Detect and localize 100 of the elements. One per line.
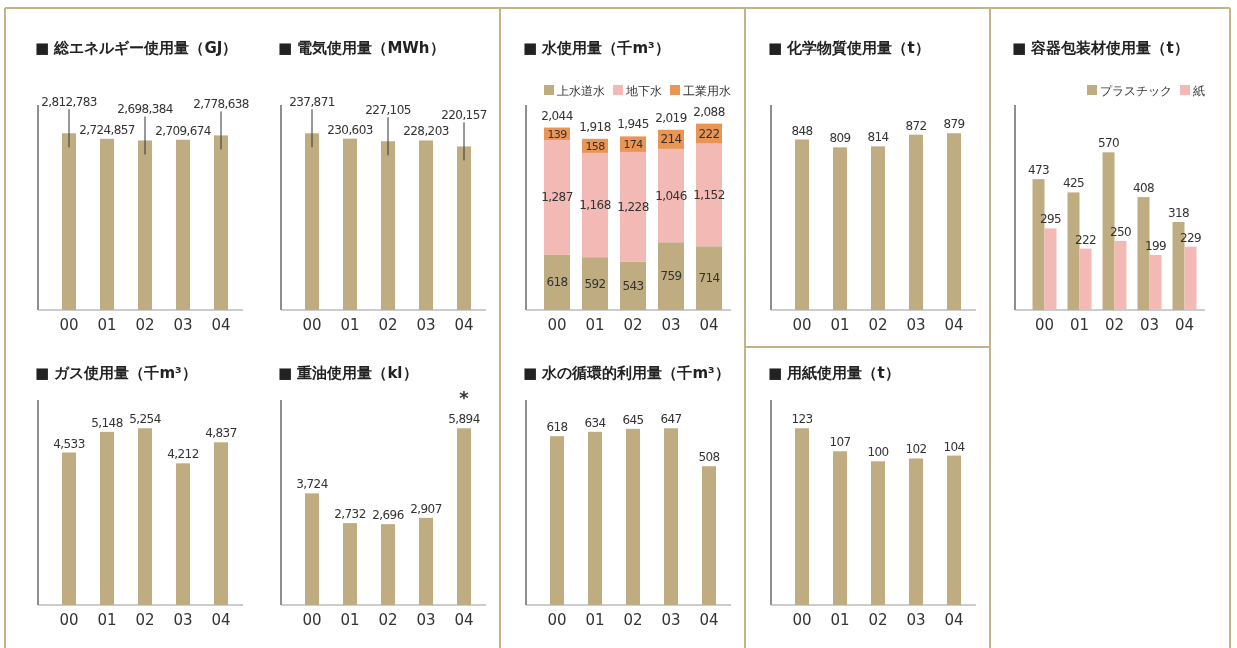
x-tick-label: 03 <box>906 611 926 629</box>
data-label: 543 <box>622 278 644 293</box>
x-tick-label: 02 <box>378 611 398 629</box>
data-label: 104 <box>943 439 965 454</box>
data-label: 2,698,384 <box>117 102 173 117</box>
legend-label: 工業用水 <box>683 84 731 98</box>
x-tick-label: 04 <box>211 611 231 629</box>
data-label: 5,254 <box>129 412 161 427</box>
total-label: 2,019 <box>655 110 687 125</box>
x-tick-label: 02 <box>868 611 888 629</box>
x-tick-label: 02 <box>135 316 155 334</box>
data-label: 408 <box>1132 181 1155 196</box>
legend-label: 上水道水 <box>557 84 605 98</box>
data-label: 645 <box>622 412 644 427</box>
x-tick-label: 04 <box>211 316 231 334</box>
bar <box>550 436 564 605</box>
bar <box>100 431 114 605</box>
bar <box>909 134 923 310</box>
bar <box>1184 246 1197 310</box>
data-label: 100 <box>867 445 889 460</box>
data-label: 1,046 <box>655 188 687 203</box>
x-tick-label: 03 <box>906 316 926 334</box>
x-tick-label: 04 <box>944 316 964 334</box>
bar <box>62 452 76 605</box>
data-label: 2,907 <box>410 501 442 516</box>
data-label: 5,148 <box>91 415 123 430</box>
x-tick-label: 01 <box>585 316 605 334</box>
x-tick-label: 04 <box>944 611 964 629</box>
x-tick-label: 03 <box>1139 316 1160 334</box>
data-label: 4,837 <box>205 426 237 441</box>
x-tick-label: 00 <box>302 611 322 629</box>
x-tick-label: 02 <box>623 316 643 334</box>
x-tick-label: 02 <box>868 316 888 334</box>
chart-title: ■ 化学物質使用量（t） <box>768 39 930 57</box>
total-label: 2,088 <box>693 104 725 119</box>
bar <box>381 141 395 310</box>
data-label: 759 <box>660 269 682 284</box>
x-tick-label: 02 <box>623 611 643 629</box>
data-label: 228,203 <box>403 124 449 139</box>
data-label: 1,287 <box>541 190 573 205</box>
data-label: 634 <box>584 415 606 430</box>
bar <box>343 523 357 605</box>
x-tick-label: 00 <box>59 611 79 629</box>
x-tick-label: 04 <box>454 611 474 629</box>
data-label: 220,157 <box>441 108 487 123</box>
chart-title: ■ ガス使用量（千m³） <box>35 364 197 382</box>
data-label: 158 <box>585 139 606 153</box>
x-tick-label: 01 <box>585 611 605 629</box>
chart-title: ■ 電気使用量（MWh） <box>278 39 445 57</box>
x-tick-label: 00 <box>59 316 79 334</box>
data-label: 1,152 <box>693 187 725 202</box>
data-label: 227,105 <box>365 103 411 118</box>
data-label: 809 <box>829 131 851 146</box>
x-tick-label: 00 <box>302 316 322 334</box>
x-tick-label: 03 <box>661 611 681 629</box>
data-label: 848 <box>791 123 813 138</box>
data-label: 814 <box>867 130 889 145</box>
x-tick-label: 02 <box>1104 316 1125 334</box>
data-label: 592 <box>584 276 606 291</box>
x-tick-label: 04 <box>699 316 719 334</box>
data-label: 879 <box>943 117 965 132</box>
data-label: 2,778,638 <box>193 97 249 112</box>
x-tick-label: 01 <box>340 611 360 629</box>
bar <box>795 139 809 310</box>
data-label: 618 <box>546 420 568 435</box>
bar <box>664 428 678 605</box>
x-tick-label: 00 <box>547 316 567 334</box>
total-label: 2,044 <box>541 108 573 123</box>
x-tick-label: 03 <box>416 611 436 629</box>
bar <box>1079 248 1092 310</box>
x-tick-label: 03 <box>173 316 193 334</box>
bar <box>833 147 847 310</box>
x-tick-label: 03 <box>416 316 436 334</box>
data-label: 570 <box>1097 136 1120 151</box>
data-label: 3,724 <box>296 477 328 492</box>
data-label: 1,168 <box>579 198 611 213</box>
bar <box>871 461 885 605</box>
annotation: * <box>459 387 470 409</box>
x-tick-label: 03 <box>661 316 681 334</box>
total-label: 1,945 <box>617 117 649 132</box>
legend-label: 紙 <box>1193 84 1205 98</box>
x-tick-label: 01 <box>340 316 360 334</box>
data-label: 4,533 <box>53 436 85 451</box>
bar <box>795 428 809 605</box>
data-label: 1,228 <box>617 199 649 214</box>
bar <box>305 133 319 310</box>
bar <box>176 463 190 605</box>
bar <box>1044 228 1057 310</box>
bar <box>582 257 608 310</box>
bar <box>658 242 684 310</box>
x-tick-label: 01 <box>97 611 117 629</box>
bar <box>457 428 471 605</box>
x-tick-label: 03 <box>173 611 193 629</box>
x-tick-label: 00 <box>547 611 567 629</box>
bar <box>457 146 471 310</box>
bar <box>343 138 357 310</box>
data-label: 2,732 <box>334 507 366 522</box>
data-label: 473 <box>1027 163 1050 178</box>
data-label: 647 <box>660 412 682 427</box>
x-tick-label: 04 <box>699 611 719 629</box>
